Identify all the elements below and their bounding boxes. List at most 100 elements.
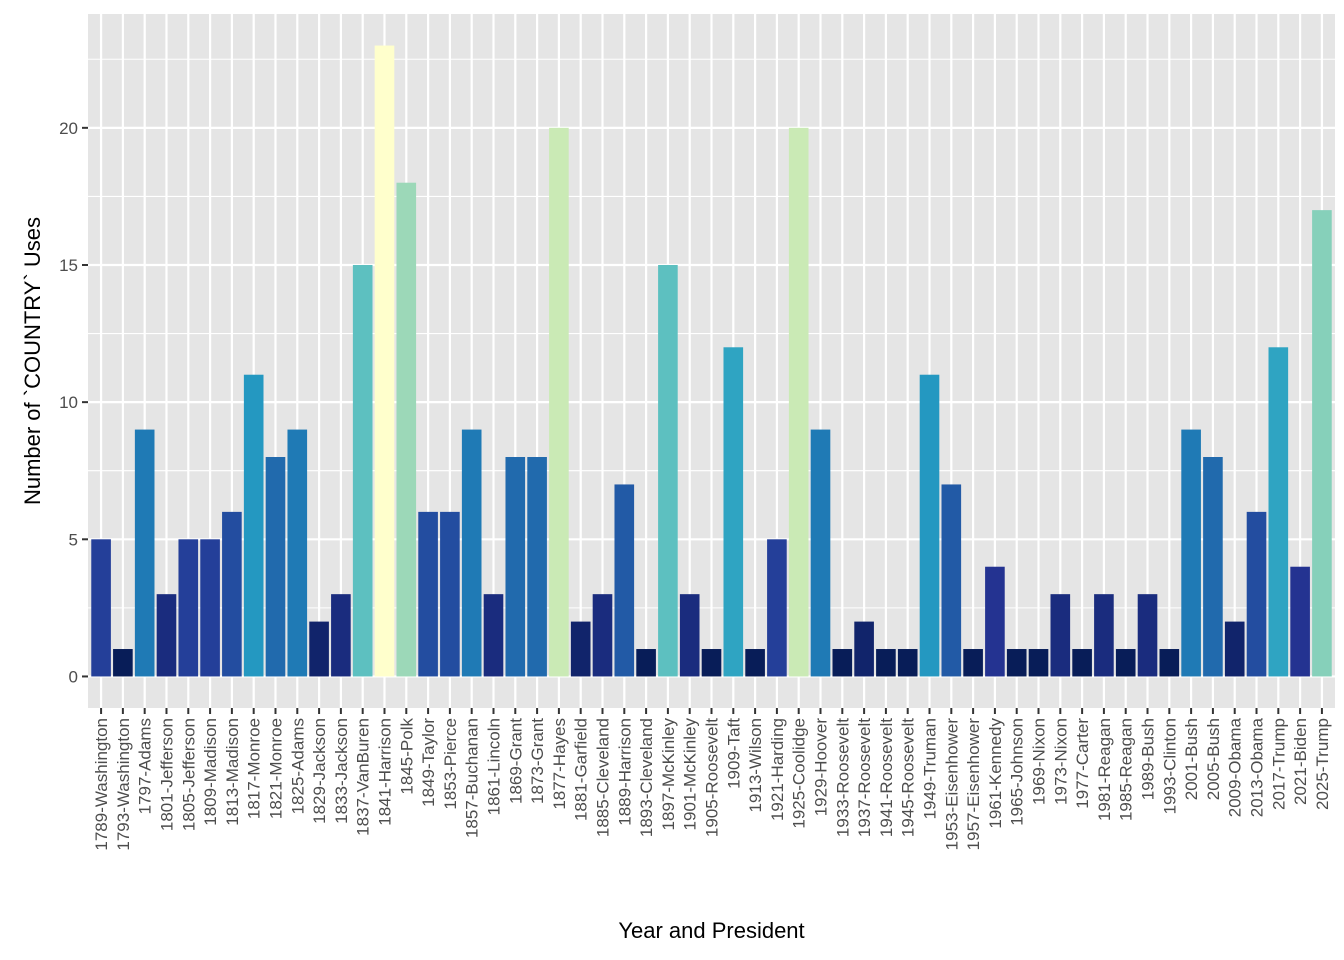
bar-1945-roosevelt [897,649,918,677]
bar-1913-wilson [745,649,765,677]
x-tick-label: 2001-Bush [1182,718,1201,800]
x-tick-label: 1937-Roosevelt [855,718,874,837]
bar-1881-garfield [570,621,591,677]
x-tick-label: 1897-McKinley [659,718,678,831]
bar-1973-nixon [1050,594,1071,677]
y-tick-label: 10 [59,393,78,412]
bar-1849-taylor [418,511,438,677]
x-tick-label: 1977-Carter [1073,718,1092,809]
bar-1989-bush [1137,594,1158,677]
x-tick-label: 1969-Nixon [1030,718,1049,805]
bar-1977-carter [1072,649,1092,677]
x-tick-label: 1973-Nixon [1051,718,1070,805]
bar-1833-jackson [331,594,351,677]
bar-1921-harding [767,539,787,677]
bar-1793-washington [113,649,133,677]
x-axis: 1789-Washington 1793-Washington 1797-Adams… [92,708,1332,851]
x-tick-label: 1789-Washington [92,718,111,851]
y-tick-label: 20 [59,119,78,138]
x-tick-label: 1913-Wilson [746,718,765,813]
x-tick-label: 1981-Reagan [1095,718,1114,821]
bar-1837-vanburen [352,264,373,677]
bar-1801-jefferson [156,594,177,677]
x-tick-label: 1901-McKinley [681,718,700,831]
x-tick-label: 2009-Obama [1226,717,1245,817]
y-tick-label: 5 [69,530,78,549]
x-tick-label: 1829-Jackson [310,718,329,824]
y-tick-label: 0 [69,667,78,686]
x-tick-label: 1853-Pierce [441,718,460,810]
bar-1901-mckinley [679,594,700,677]
x-tick-label: 1877-Hayes [550,718,569,810]
bar-2025-trump [1312,210,1332,677]
y-axis: 0 5 10 15 20 [59,119,88,686]
bar-1993-clinton [1159,649,1180,677]
bar-1953-eisenhower [941,484,962,677]
x-tick-label: 1837-VanBuren [354,718,373,836]
x-tick-label: 1793-Washington [114,718,133,851]
x-tick-label: 1961-Kennedy [986,718,1005,829]
x-tick-label: 2021-Biden [1291,718,1310,805]
bar-1885-cleveland [592,594,613,677]
x-tick-label: 1905-Roosevelt [703,718,722,837]
bar-1969-nixon [1028,649,1049,677]
x-tick-label: 1881-Garfield [572,718,591,821]
bar-1937-roosevelt [854,621,874,677]
bar-2017-trump [1268,347,1289,677]
y-axis-title: Number of `COUNTRY` Uses [20,217,45,505]
bar-2001-bush [1181,429,1201,677]
bar-1897-mckinley [658,264,678,677]
bar-1809-madison [200,539,220,677]
x-tick-label: 2013-Obama [1248,717,1267,817]
x-tick-label: 1805-Jefferson [179,718,198,831]
bar-1877-hayes [549,127,569,677]
bar-1817-monroe [243,374,264,677]
x-tick-label: 1797-Adams [136,718,155,814]
bar-1821-monroe [265,457,286,677]
x-tick-label: 1889-Harrison [615,718,634,826]
bar-1845-polk [396,182,417,677]
x-tick-label: 1921-Harding [768,718,787,821]
x-tick-label: 1909-Taft [724,718,743,789]
x-tick-label: 1845-Polk [397,718,416,795]
bar-1861-lincoln [483,594,504,677]
bar-1841-harrison [374,45,395,677]
bar-1873-grant [527,457,547,677]
x-tick-label: 1957-Eisenhower [964,718,983,851]
x-tick-label: 1933-Roosevelt [833,718,852,837]
x-tick-label: 1857-Buchanan [463,718,482,838]
bar-1925-coolidge [788,127,809,677]
x-tick-label: 1993-Clinton [1160,718,1179,814]
bar-1981-reagan [1094,594,1114,677]
x-tick-label: 1813-Madison [223,718,242,826]
bar-1825-adams [287,429,308,677]
x-tick-label: 1893-Cleveland [637,718,656,837]
bars [91,45,1332,677]
y-tick-label: 15 [59,256,78,275]
x-tick-label: 1833-Jackson [332,718,351,824]
bar-1893-cleveland [636,649,656,677]
x-tick-label: 1985-Reagan [1117,718,1136,821]
bar-2021-biden [1290,566,1310,677]
x-axis-title: Year and President [618,918,804,943]
x-tick-label: 1849-Taylor [419,718,438,807]
bar-1869-grant [505,457,526,677]
x-tick-label: 1929-Hoover [812,718,831,817]
x-tick-label: 1949-Truman [921,718,940,819]
bar-1857-buchanan [461,429,482,677]
x-tick-label: 1925-Coolidge [790,718,809,829]
bar-2005-bush [1203,457,1223,677]
x-tick-label: 1953-Eisenhower [942,718,961,851]
x-tick-label: 1885-Cleveland [593,718,612,837]
bar-1853-pierce [440,511,460,677]
bar-1965-johnson [1006,649,1027,677]
bar-1805-jefferson [178,539,199,677]
bar-1941-roosevelt [876,649,896,677]
x-tick-label: 1869-Grant [506,718,525,804]
x-tick-label: 1941-Roosevelt [877,718,896,837]
bar-1789-washington [91,539,111,677]
bar-1909-taft [723,347,744,677]
x-tick-label: 1841-Harrison [375,718,394,826]
bar-1961-kennedy [985,566,1005,677]
